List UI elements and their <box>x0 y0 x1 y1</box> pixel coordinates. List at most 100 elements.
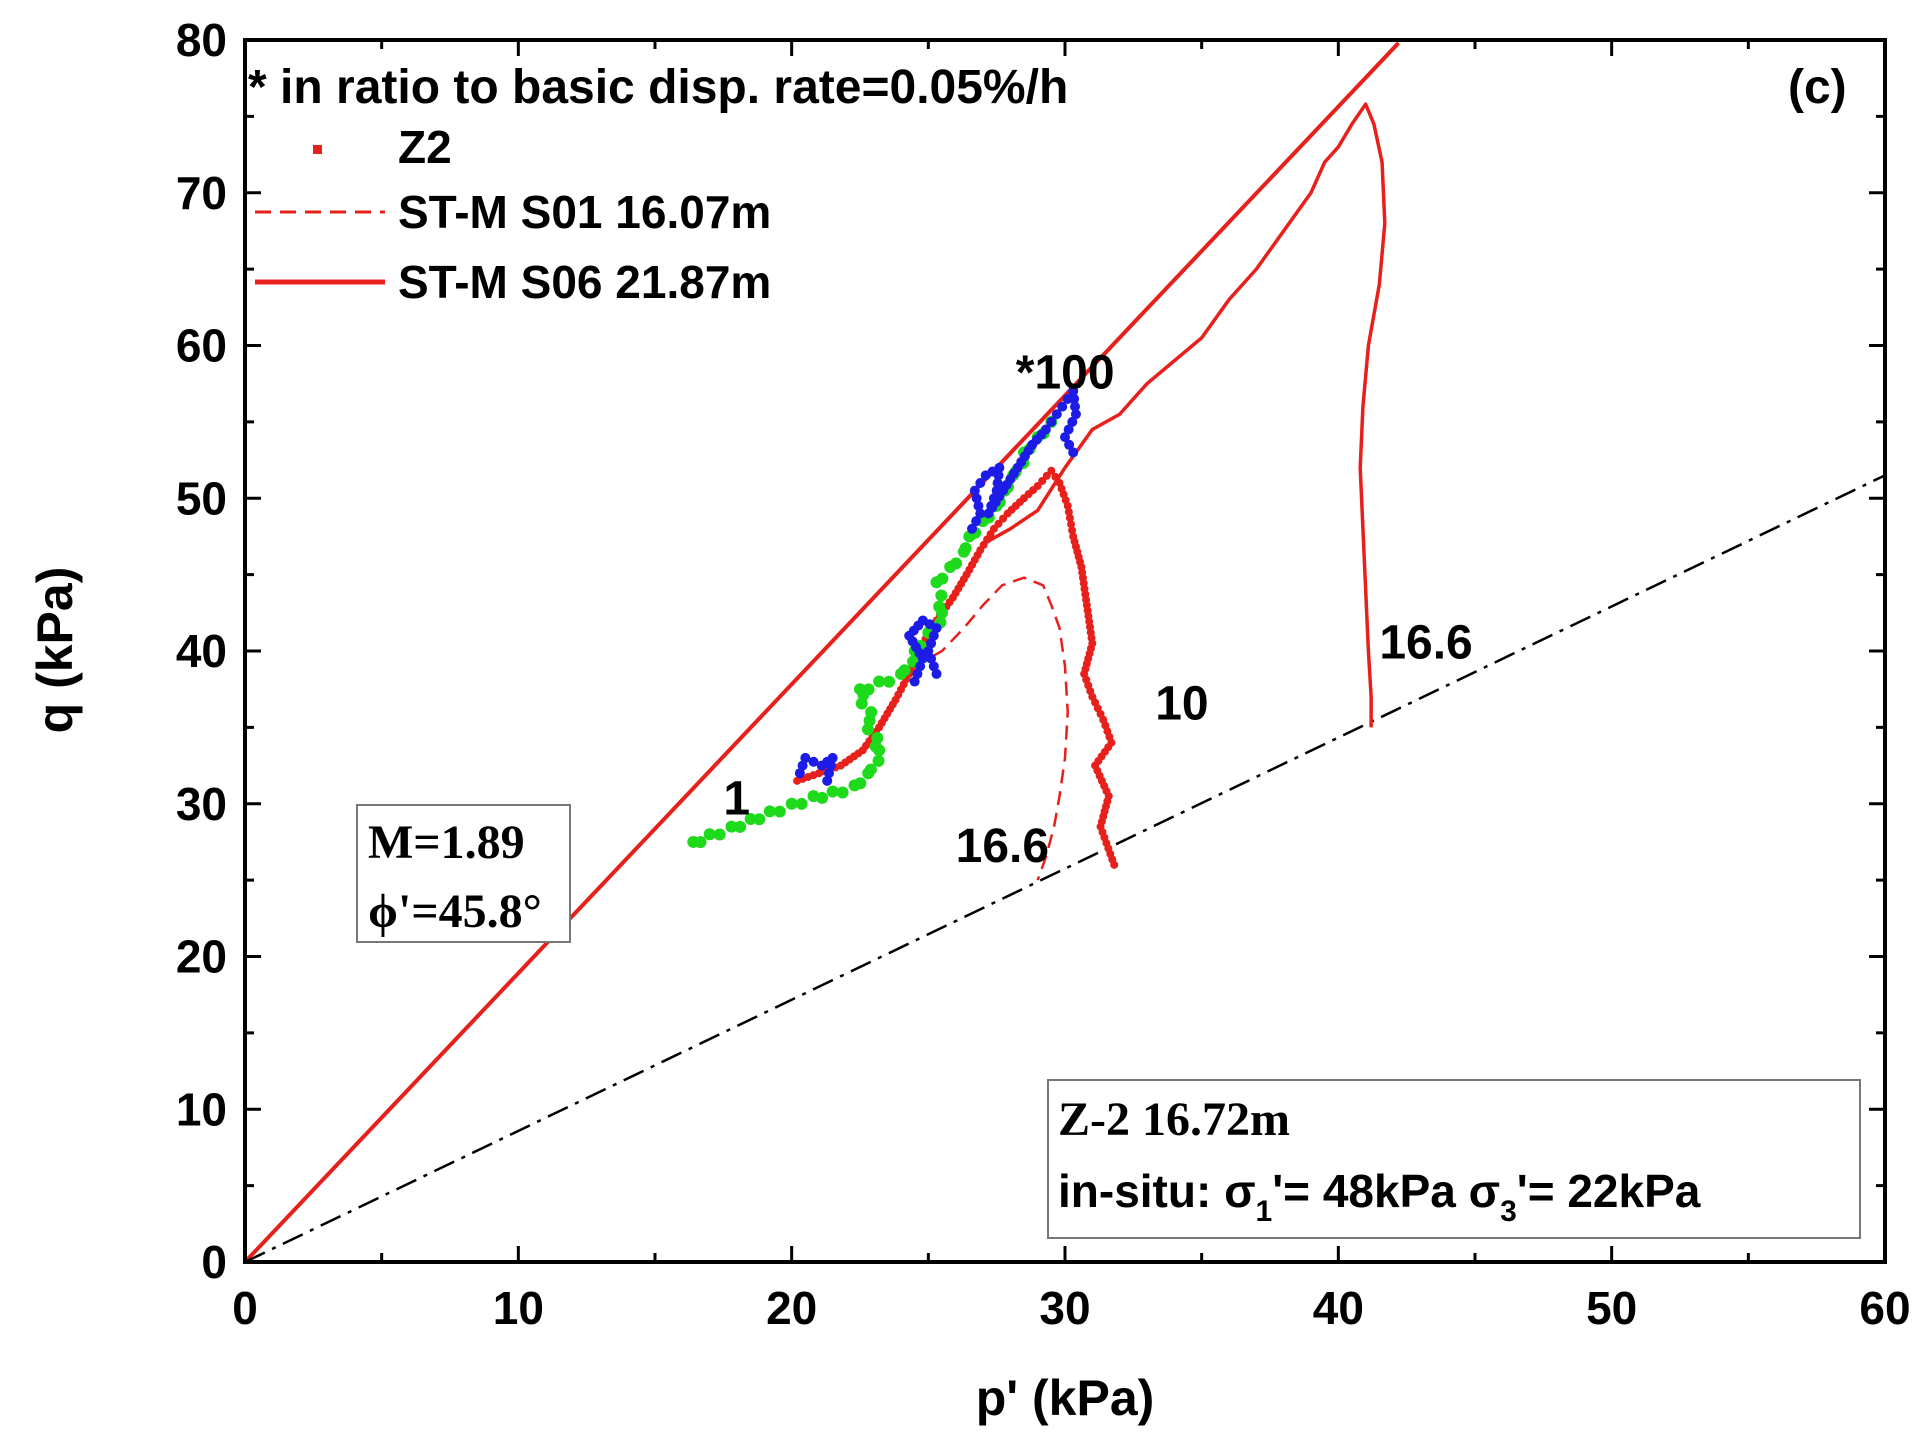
series-point-4 <box>822 775 833 786</box>
legend-item-z2: Z2 <box>313 121 452 173</box>
y-tick-label: 80 <box>176 14 227 66</box>
sigma3-subscript: 3 <box>1500 1195 1517 1228</box>
series-point-3 <box>725 820 738 833</box>
series-point-3 <box>854 777 867 790</box>
series-point-3 <box>898 664 911 677</box>
series-point-4 <box>928 661 939 672</box>
rate-annotation: 16.6 <box>956 820 1049 873</box>
series-line-1 <box>914 576 1069 881</box>
in-situ-box-frame <box>1047 1079 1861 1239</box>
series-point-0 <box>1047 466 1056 475</box>
series-point-3 <box>935 589 948 602</box>
series-point-3 <box>933 600 946 613</box>
y-tick-label: 10 <box>176 1083 227 1135</box>
series-point-4 <box>808 756 819 767</box>
series-point-0 <box>1063 501 1072 510</box>
y-tick-label: 70 <box>176 167 227 219</box>
legend-marker-dots <box>313 145 322 154</box>
series-point-4 <box>915 661 926 672</box>
series-point-0 <box>999 514 1008 523</box>
series-point-0 <box>994 519 1003 528</box>
series-point-4 <box>1069 393 1080 404</box>
x-tick-label: 40 <box>1313 1282 1364 1334</box>
rate-annotation: *100 <box>1016 346 1115 399</box>
series-point-4 <box>1060 432 1070 443</box>
series-point-3 <box>713 828 726 841</box>
reference-lines <box>243 41 1886 1264</box>
series-point-4 <box>1051 409 1062 420</box>
in-situ-stress-line <box>244 474 1886 1264</box>
series-point-4 <box>825 760 836 771</box>
data-series <box>687 102 1387 881</box>
series-point-0 <box>1033 482 1042 491</box>
parameter-m: M=1.89 <box>368 816 525 869</box>
series-point-3 <box>871 732 884 745</box>
x-tick-label: 10 <box>493 1282 544 1334</box>
series-point-4 <box>824 768 835 779</box>
series-point-3 <box>734 820 747 833</box>
series-point-3 <box>703 828 716 841</box>
y-tick-label: 0 <box>201 1236 227 1288</box>
legend-label-s06: ST-M S06 21.87m <box>398 256 771 308</box>
series-point-0 <box>1064 507 1073 516</box>
series-point-3 <box>773 805 786 818</box>
series-point-4 <box>912 668 923 679</box>
in-situ-end: '= 22kPa <box>1517 1165 1701 1217</box>
series-point-4 <box>1057 401 1068 412</box>
series-point-4 <box>994 462 1005 473</box>
sigma1-subscript: 1 <box>1256 1195 1273 1228</box>
series-point-4 <box>923 646 934 656</box>
rate-annotation: 16.6 <box>1379 617 1472 670</box>
in-situ-sample: Z-2 16.72m <box>1058 1093 1290 1146</box>
series-point-4 <box>973 500 984 511</box>
parameter-box-frame <box>356 804 571 943</box>
series-point-3 <box>950 557 963 570</box>
series-point-4 <box>1070 409 1081 420</box>
tick-labels: 0 10 20 30 40 50 60 0 10 20 30 40 50 60 70 80 <box>176 14 1911 1334</box>
series-point-4 <box>1068 447 1079 458</box>
series-point-4 <box>931 668 942 679</box>
series-point-3 <box>872 754 885 767</box>
series-point-0 <box>1042 471 1051 480</box>
series-point-3 <box>936 572 949 585</box>
series-point-4 <box>969 485 980 496</box>
series-point-4 <box>1067 416 1078 427</box>
series-point-3 <box>763 805 776 818</box>
series-point-3 <box>753 813 766 826</box>
series-line-2 <box>982 102 1387 728</box>
series-point-4 <box>931 623 942 634</box>
series-point-4 <box>794 768 805 779</box>
x-tick-label: 0 <box>232 1282 258 1334</box>
series-point-4 <box>909 676 920 687</box>
x-tick-label: 20 <box>766 1282 817 1334</box>
series-point-4 <box>975 477 986 488</box>
plot-area <box>245 40 1885 1262</box>
x-tick-label: 30 <box>1039 1282 1090 1334</box>
panel-label: (c) <box>1788 61 1847 114</box>
rate-note: * in ratio to basic disp. rate=0.05%/h <box>248 61 1068 114</box>
series-point-0 <box>1068 526 1077 535</box>
plot-frame <box>243 38 1887 1264</box>
series-point-3 <box>816 791 829 804</box>
series-point-3 <box>854 683 866 696</box>
series-point-0 <box>989 524 998 533</box>
y-tick-label: 40 <box>176 625 227 677</box>
series-point-0 <box>1038 476 1047 485</box>
series-point-3 <box>836 786 849 799</box>
series-point-4 <box>926 653 937 664</box>
legend-item-s06: ST-M S06 21.87m <box>255 256 771 308</box>
series-point-4 <box>800 752 811 763</box>
y-tick-label: 30 <box>176 778 227 830</box>
series-point-3 <box>744 813 757 826</box>
legend-label-s01: ST-M S01 16.07m <box>398 186 771 238</box>
series-point-3 <box>785 797 798 810</box>
legend: Z2 ST-M S01 16.07m ST-M S06 21.87m <box>255 121 771 308</box>
series-point-4 <box>993 470 1004 481</box>
series-point-0 <box>1065 514 1074 523</box>
series-point-3 <box>864 763 877 776</box>
series-point-3 <box>873 675 886 688</box>
series-point-4 <box>827 752 838 763</box>
series-point-4 <box>975 508 986 519</box>
series-point-4 <box>971 493 982 504</box>
series-point-3 <box>959 542 972 555</box>
